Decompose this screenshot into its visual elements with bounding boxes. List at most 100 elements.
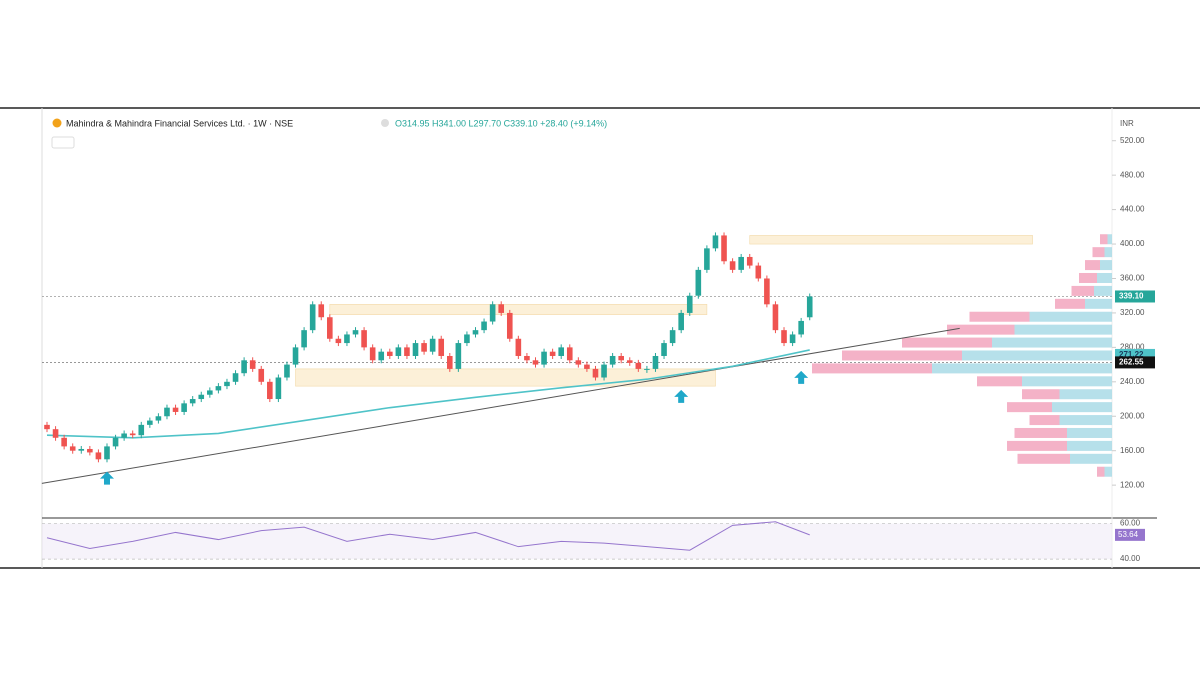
candle-body [404,347,410,356]
candle-body [147,420,153,425]
candle-body [327,317,333,339]
candle-body [318,304,325,318]
candle-body [387,351,393,356]
candle-body [789,334,796,344]
candle-body [464,334,470,344]
candle-body [678,312,684,331]
volume-down-bar [1055,298,1085,309]
candle-body [369,347,376,361]
candle-body [232,373,239,382]
volume-down-bar [1017,453,1070,464]
volume-up-bar [962,350,1112,361]
rsi-label: 53.64 [1118,530,1139,539]
candle-body [635,362,642,369]
candle-body [746,256,753,266]
candle-body [429,338,436,352]
volume-down-bar [969,311,1030,322]
candle-body [609,355,616,365]
candle-body [669,330,676,344]
candle-body [575,360,582,365]
volume-down-bar [1100,234,1108,245]
candle-body [352,330,359,335]
candle-body [52,429,59,438]
currency[interactable]: INR [1120,119,1134,128]
rsi-tick-label: 40.00 [1120,554,1141,563]
y-tick-label: 480.00 [1120,170,1145,179]
candle-body [138,424,145,436]
trendline [41,327,960,484]
price-label-bg [1115,290,1155,303]
candle-body [249,360,256,369]
rsi-label-bg [1115,528,1145,541]
candle-body [215,386,222,391]
volume-down-bar [1097,466,1105,477]
candle-body [584,364,590,369]
candle-body [395,347,402,356]
price-zone [295,368,716,387]
candle-body [344,334,350,344]
volume-up-bar [1107,234,1112,245]
collapse-button[interactable] [51,136,75,149]
candle-body [44,424,50,430]
volume-up-bar [1059,415,1112,426]
candle-body [601,364,607,378]
volume-down-bar [1085,260,1100,271]
candle-body [335,338,342,344]
candle-body [772,304,779,331]
volume-up-bar [1022,376,1112,387]
volume-up-bar [1094,285,1112,296]
candle-body [241,360,247,374]
candle-body [95,452,102,460]
volume-down-bar [1071,285,1094,296]
y-tick-label: 320.00 [1120,308,1145,317]
candle-body [541,351,547,365]
price-zone [749,235,1033,245]
candle-body [284,364,290,378]
candle-body [626,360,633,363]
candle-body [421,343,427,352]
volume-down-bar [1079,272,1097,283]
price-label-bg [1115,356,1155,369]
candle-body [301,330,307,348]
candle-body [446,355,453,369]
volume-up-bar [1097,272,1112,283]
volume-up-bar [1029,311,1112,322]
volume-down-bar [812,363,932,374]
volume-down-bar [1092,247,1105,258]
candle-body [472,330,479,335]
y-tick-label: 280.00 [1120,342,1145,351]
candle-body [729,261,736,270]
price-label: 271.22 [1119,350,1144,359]
candle-body [721,235,727,262]
candle-body [412,343,419,356]
candle-body [61,437,67,447]
ohlc-values: O314.95 H341.00 L297.70 C339.10 +28.40 (… [395,118,607,128]
candle-body [566,347,573,361]
y-tick-label: 200.00 [1120,411,1145,420]
candle-body [712,235,719,249]
y-tick-label: 360.00 [1120,274,1145,283]
candle-body [155,416,162,421]
volume-up-bar [1104,247,1112,258]
candle-body [644,368,650,370]
y-tick-label: 400.00 [1120,239,1145,248]
volume-up-bar [1070,453,1112,464]
candle-body [112,437,119,447]
symbol-title[interactable]: Mahindra & Mahindra Financial Services L… [66,118,293,128]
volume-down-bar [842,350,962,361]
volume-up-bar [1059,389,1112,400]
volume-up-bar [1104,466,1112,477]
candle-body [275,377,282,400]
candle-body [755,265,762,279]
symbol-logo [52,118,62,128]
candle-body [172,407,179,412]
volume-up-bar [932,363,1112,374]
volume-down-bar [1007,440,1067,451]
volume-up-bar [1052,402,1112,413]
candle-body [489,304,496,322]
candle-body [189,399,196,404]
candle-body [481,321,487,331]
volume-down-bar [947,324,1015,335]
candle-body [455,343,462,369]
